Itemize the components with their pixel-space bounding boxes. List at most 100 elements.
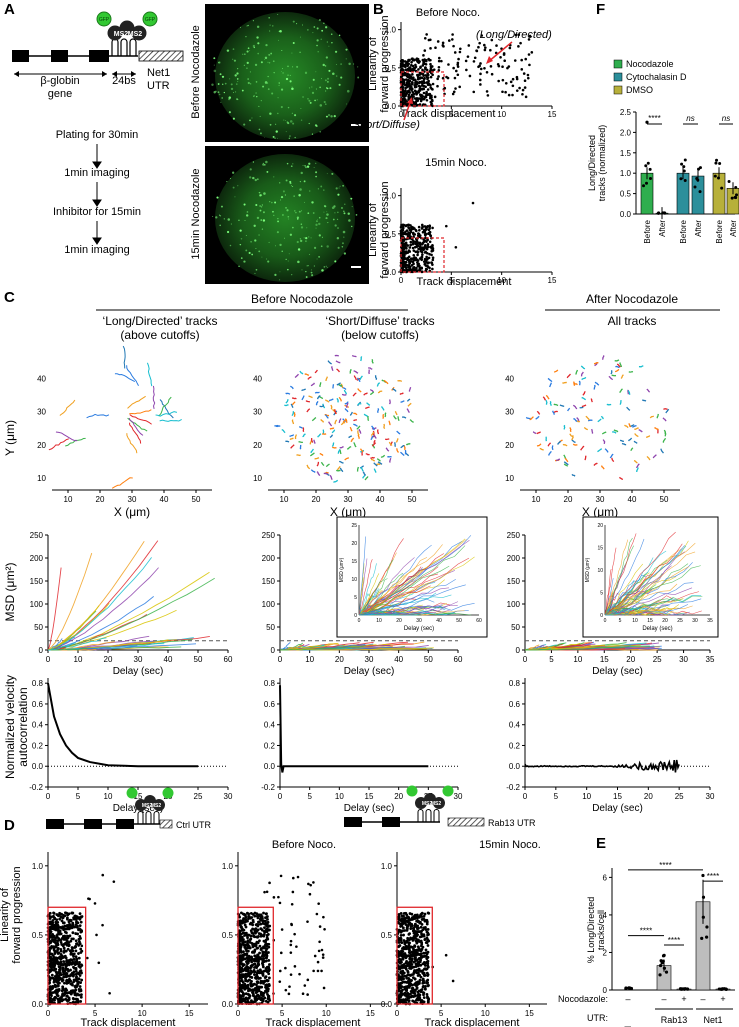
rna-spot: [289, 120, 293, 123]
inset-y-tick: 5: [600, 591, 603, 597]
data-point: [420, 922, 424, 926]
data-point: [422, 996, 426, 1000]
rna-spot: [341, 246, 344, 248]
data-point: [259, 918, 263, 922]
data-point: [253, 987, 257, 991]
data-point: [79, 981, 82, 985]
dot: [624, 987, 628, 991]
rna-spot: [256, 95, 258, 98]
data-point: [65, 931, 68, 935]
data-point: [244, 997, 248, 1000]
data-point: [240, 938, 244, 941]
rna-spot: [220, 205, 223, 208]
data-point: [54, 978, 58, 981]
track: [304, 373, 310, 376]
x-axis-label: Track displacement: [266, 1017, 361, 1027]
data-point: [322, 915, 325, 919]
rna-spot: [255, 247, 257, 249]
data-point: [528, 63, 531, 67]
data-point: [407, 999, 411, 1003]
rna-spot: [273, 71, 275, 74]
data-point: [65, 924, 69, 927]
x-tick-label: 15: [525, 1009, 534, 1018]
c-header-before: Before Nocodazole: [251, 292, 353, 306]
inset-msd-curve: [604, 551, 696, 616]
track: [343, 389, 348, 395]
rna-spot: [287, 74, 289, 76]
noco-sign: +: [681, 994, 686, 1004]
rna-spot: [305, 271, 307, 273]
track: [593, 462, 598, 466]
data-point: [399, 912, 403, 915]
rna-spot: [326, 41, 328, 43]
data-point: [284, 966, 287, 970]
data-point: [419, 963, 423, 967]
track: [370, 431, 375, 436]
rna-spot: [326, 211, 328, 213]
data-point: [277, 895, 280, 899]
data-point: [250, 941, 254, 945]
x-tick-label: 30: [679, 655, 688, 664]
data-point: [60, 919, 64, 923]
data-point: [429, 83, 432, 87]
y-tick-label: 50: [266, 623, 275, 632]
rna-spot: [310, 271, 313, 274]
track: [600, 465, 605, 470]
data-point: [51, 963, 55, 967]
rna-spot: [323, 205, 326, 207]
data-point: [437, 69, 441, 72]
data-point: [400, 941, 404, 945]
data-point: [80, 978, 84, 982]
track: [380, 406, 385, 411]
panel-label-a: A: [4, 1, 15, 18]
track: [310, 448, 314, 454]
x-tick-label: 15: [600, 655, 609, 664]
x-label: After: [658, 220, 667, 237]
track: [602, 439, 606, 444]
data-point: [260, 997, 264, 1001]
rna-spot: [264, 137, 266, 138]
data-point: [416, 253, 419, 257]
inset-msd-curve: [358, 545, 466, 616]
data-point: [434, 46, 437, 50]
track: [356, 377, 361, 383]
x-tick-label: 25: [653, 655, 662, 664]
data-point: [408, 912, 412, 915]
data-point: [48, 985, 52, 989]
data-point: [430, 98, 434, 102]
track: [152, 385, 156, 409]
rna-spot: [233, 92, 235, 94]
data-point: [278, 969, 282, 973]
rna-spot: [325, 26, 328, 29]
b-ylabel-2: forward progression: [379, 15, 391, 112]
msd-curve: [47, 595, 154, 651]
rna-spot: [287, 268, 289, 271]
data-point: [437, 59, 441, 63]
rna-spot: [288, 218, 290, 220]
data-point: [259, 922, 263, 926]
x-tick-label: 5: [439, 1009, 444, 1018]
dot: [686, 987, 690, 991]
track: [314, 369, 318, 374]
rna-spot: [261, 228, 264, 230]
track: [364, 476, 369, 481]
data-point: [409, 967, 413, 970]
track: [619, 399, 622, 405]
track: [325, 376, 328, 382]
track: [349, 411, 353, 416]
rna-spot: [267, 75, 269, 78]
x-tick-label: 0: [46, 792, 51, 801]
data-point: [417, 97, 421, 100]
track: [619, 362, 623, 368]
data-point: [417, 961, 421, 965]
rna-spot: [317, 188, 319, 190]
data-point: [426, 978, 430, 982]
data-point: [248, 922, 252, 926]
data-point: [427, 998, 431, 1001]
track: [369, 391, 375, 396]
data-point: [401, 90, 405, 93]
track: [399, 392, 404, 396]
data-point: [267, 969, 271, 973]
dot: [682, 169, 686, 173]
rna-spot: [284, 194, 286, 196]
